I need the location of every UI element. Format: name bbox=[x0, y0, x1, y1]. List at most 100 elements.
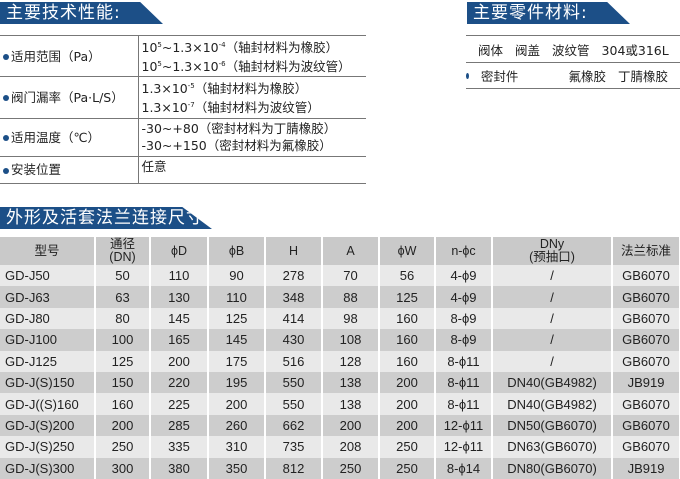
performance-value: -30~+80（密封材料为丁腈橡胶） -30~+150（密封材料为氟橡胶） bbox=[138, 117, 366, 157]
value-text: ~1.3×10 bbox=[161, 40, 219, 56]
table-cell: 160 bbox=[379, 307, 436, 330]
table-cell: 260 bbox=[208, 414, 266, 437]
table-cell: GD-J50 bbox=[0, 265, 96, 287]
table-cell: 70 bbox=[322, 265, 380, 287]
label-text: 阀门漏率（Pa·L/S） bbox=[11, 89, 124, 105]
table-cell: 98 bbox=[322, 307, 380, 330]
value-text: （轴封材料为橡胶） bbox=[194, 81, 308, 97]
table-cell: 380 bbox=[150, 457, 209, 479]
table-cell: 8-ϕ11 bbox=[435, 350, 493, 372]
table-cell: 430 bbox=[265, 329, 323, 351]
table-cell: 200 bbox=[379, 371, 436, 394]
table-cell: 208 bbox=[322, 436, 380, 458]
material-item: 密封件 bbox=[480, 69, 519, 84]
table-row: GD-J(S)150 150 220 195 550 138 200 8-ϕ11 DN40(GB… bbox=[0, 371, 680, 394]
value-line: -30~+150（密封材料为氟橡胶） bbox=[142, 137, 364, 154]
table-cell: 145 bbox=[150, 307, 209, 330]
table-cell: 348 bbox=[265, 286, 323, 308]
value-line: 1.3×10-5（轴封材料为橡胶） bbox=[142, 78, 364, 97]
material-row: 阀体 阀盖 波纹管 304或316L bbox=[466, 35, 680, 62]
table-cell: DN80(GB6070) bbox=[492, 457, 613, 479]
performance-title: 主要技术性能: bbox=[0, 2, 163, 24]
material-item: 阀盖 bbox=[515, 42, 541, 58]
table-cell: 310 bbox=[208, 436, 266, 458]
value-text: 1.3×10 bbox=[141, 100, 188, 116]
label-text: 适用范围（Pa） bbox=[11, 48, 101, 64]
table-row: GD-J100 100 165 145 430 108 160 8-ϕ9/GB6070 bbox=[0, 329, 680, 351]
table-cell: GD-J((S)160 bbox=[0, 393, 96, 415]
table-cell: 220 bbox=[150, 371, 209, 394]
performance-label: 适用范围（Pa） bbox=[0, 34, 139, 78]
table-cell: 300 bbox=[95, 457, 151, 479]
table-cell: GB6070 bbox=[612, 265, 680, 287]
table-cell: 128 bbox=[322, 350, 380, 372]
table-cell: 175 bbox=[208, 350, 266, 372]
table-cell: JB919 bbox=[612, 371, 680, 394]
table-cell: 200 bbox=[150, 350, 209, 372]
material-item: 阀体 bbox=[478, 42, 504, 58]
table-cell: / bbox=[492, 286, 613, 308]
material-item: 丁腈橡胶 bbox=[617, 69, 668, 84]
table-cell: GD-J80 bbox=[0, 307, 96, 330]
column-header: A bbox=[322, 237, 380, 265]
table-cell: 145 bbox=[208, 329, 266, 351]
table-cell: 4-ϕ9 bbox=[435, 265, 493, 287]
table-cell: 12-ϕ11 bbox=[435, 436, 493, 458]
table-cell: GD-J(S)150 bbox=[0, 371, 96, 394]
performance-row: 适用范围（Pa） 105~1.3×10-4（轴封材料为橡胶） 105~1.3×10-… bbox=[0, 34, 366, 78]
table-row: GD-J125 125 200 175 516 128 160 8-ϕ11/GB6070 bbox=[0, 350, 680, 372]
table-cell: 50 bbox=[95, 265, 151, 287]
value-line: 105~1.3×10-6（轴封材料为波纹管） bbox=[142, 56, 364, 75]
table-row: GD-J(S)300 300 380 350 812 250 250 8-ϕ14 DN80(GB… bbox=[0, 457, 680, 479]
table-cell: 90 bbox=[208, 265, 266, 287]
table-cell: 150 bbox=[95, 371, 151, 394]
materials-list: 阀体 阀盖 波纹管 304或316L 密封件 氟橡胶 丁腈橡胶 bbox=[466, 35, 680, 89]
performance-table: 适用范围（Pa） 105~1.3×10-4（轴封材料为橡胶） 105~1.3×10-… bbox=[0, 34, 366, 184]
value-text: ~1.3×10 bbox=[161, 59, 219, 75]
table-cell: JB919 bbox=[612, 457, 680, 479]
table-cell: / bbox=[492, 329, 613, 351]
table-row: GD-J(S)200 200 285 260 662 200 200 12-ϕ11 DN50(G… bbox=[0, 414, 680, 437]
performance-row: 适用温度（℃） -30~+80（密封材料为丁腈橡胶） -30~+150（密封材料为氟… bbox=[0, 117, 366, 157]
column-header: n-ϕc bbox=[435, 237, 493, 265]
table-cell: GB6070 bbox=[612, 307, 680, 330]
table-cell: 8-ϕ11 bbox=[435, 371, 493, 394]
performance-row: 安装位置 任意 bbox=[0, 155, 366, 184]
table-cell: 335 bbox=[150, 436, 209, 458]
label-text: 安装位置 bbox=[11, 162, 62, 178]
table-cell: 200 bbox=[208, 393, 266, 415]
table-cell: DN63(GB6070) bbox=[492, 436, 613, 458]
table-cell: 108 bbox=[322, 329, 380, 351]
table-cell: 200 bbox=[322, 414, 380, 437]
table-cell: 225 bbox=[150, 393, 209, 415]
value-line: -30~+80（密封材料为丁腈橡胶） bbox=[142, 120, 364, 137]
table-cell: 8-ϕ9 bbox=[435, 307, 493, 330]
table-cell: GD-J63 bbox=[0, 286, 96, 308]
table-cell: 56 bbox=[379, 265, 436, 287]
performance-label: 安装位置 bbox=[0, 155, 139, 184]
table-cell: GB6070 bbox=[612, 393, 680, 415]
table-cell: GB6070 bbox=[612, 329, 680, 351]
table-cell: 8-ϕ14 bbox=[435, 457, 493, 479]
table-cell: 88 bbox=[322, 286, 380, 308]
table-cell: 160 bbox=[379, 350, 436, 372]
value-text: 10 bbox=[141, 40, 158, 56]
table-row: GD-J((S)160 160 225 200 550 138 200 8-ϕ11 DN40(G… bbox=[0, 393, 680, 415]
performance-value: 105~1.3×10-4（轴封材料为橡胶） 105~1.3×10-6（轴封材料为波… bbox=[138, 34, 366, 78]
table-row: GD-J80 80 145 125 414 98 160 8-ϕ9/GB6070 bbox=[0, 307, 680, 330]
table-cell: 110 bbox=[150, 265, 209, 287]
table-cell: 200 bbox=[379, 414, 436, 437]
value-text: 10 bbox=[141, 59, 158, 75]
table-cell: 200 bbox=[379, 393, 436, 415]
table-cell: 250 bbox=[379, 436, 436, 458]
table-cell: / bbox=[492, 307, 613, 330]
table-cell: 80 bbox=[95, 307, 151, 330]
table-cell: GB6070 bbox=[612, 414, 680, 437]
table-cell: 12-ϕ11 bbox=[435, 414, 493, 437]
table-cell: 516 bbox=[265, 350, 323, 372]
column-header: DNy (预抽口) bbox=[492, 237, 613, 265]
table-cell: 550 bbox=[265, 393, 323, 415]
table-cell: 125 bbox=[95, 350, 151, 372]
table-cell: 812 bbox=[265, 457, 323, 479]
table-cell: GD-J(S)200 bbox=[0, 414, 96, 437]
